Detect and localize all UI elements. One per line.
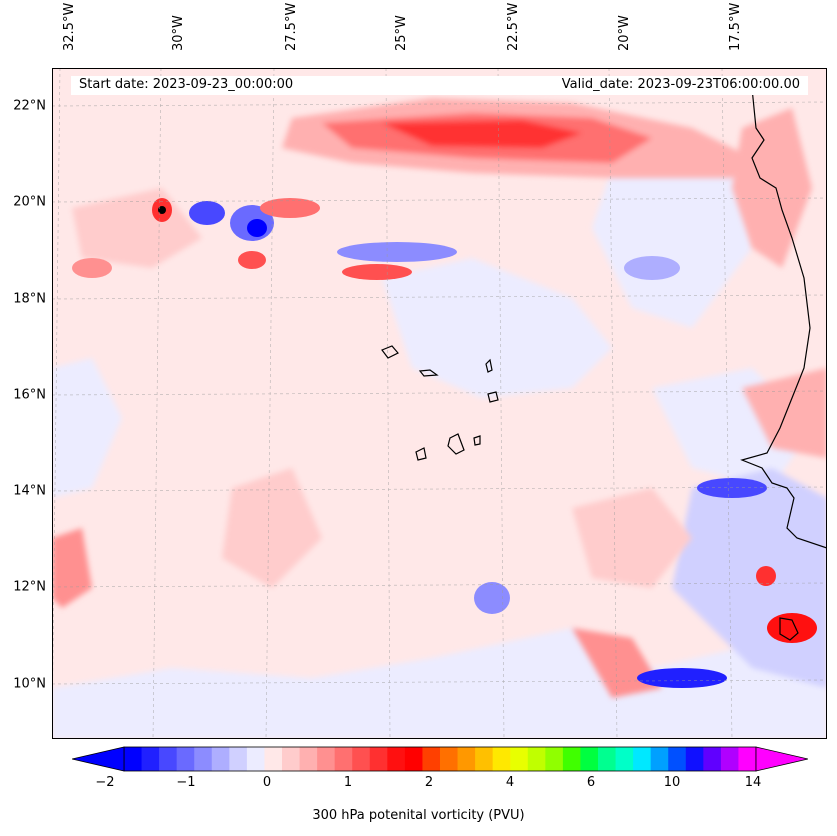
pv-contour-field: [52, 68, 827, 739]
colorbar-segment: [176, 747, 195, 771]
lat-label-20n: 20°N: [13, 194, 46, 210]
colorbar-segment: [299, 747, 318, 771]
start-date-label: Start date: 2023-09-23_00:00:00: [79, 77, 294, 92]
coastlines: [381, 87, 827, 641]
colorbar: [72, 746, 808, 772]
colorbar-segment: [703, 747, 722, 771]
valid-date-label: Valid_date: 2023-09-23T06:00:00.00: [561, 77, 800, 92]
colorbar-segment: [159, 747, 178, 771]
colorbar-segment: [369, 747, 388, 771]
colorbar-tick: −1: [176, 775, 196, 790]
colorbar-segment: [510, 747, 529, 771]
colorbar-segment: [492, 747, 511, 771]
colorbar-segment: [720, 747, 739, 771]
lon-label-25w: 25°W: [394, 15, 409, 51]
lon-label-22-5w: 22.5°W: [506, 2, 521, 51]
colorbar-segment: [194, 747, 213, 771]
colorbar-segment: [580, 747, 599, 771]
colorbar-segment: [440, 747, 459, 771]
lon-label-17-5w: 17.5°W: [728, 2, 743, 51]
colorbar-tick: 0: [262, 775, 272, 790]
colorbar-segment: [352, 747, 371, 771]
strong-pv-anomalies: [72, 198, 817, 688]
lat-label-18n: 18°N: [13, 291, 46, 307]
lat-label-12n: 12°N: [13, 579, 46, 595]
lon-label-30w: 30°W: [171, 15, 186, 51]
colorbar-segment: [475, 747, 494, 771]
colorbar-label: 300 hPa potenital vorticity (PVU): [312, 808, 525, 823]
colorbar-segment: [650, 747, 669, 771]
colorbar-segment: [457, 747, 476, 771]
gridlines: [52, 68, 827, 739]
colorbar-segment: [124, 747, 143, 771]
colorbar-segment: [404, 747, 423, 771]
colorbar-segment: [422, 747, 441, 771]
lon-label-32-5w: 32.5°W: [62, 2, 77, 51]
colorbar-segment: [668, 747, 687, 771]
colorbar-segment: [387, 747, 406, 771]
colorbar-segments: [123, 746, 757, 772]
colorbar-tick: 10: [663, 775, 681, 790]
lat-label-16n: 16°N: [13, 387, 46, 403]
colorbar-segment: [264, 747, 283, 771]
lon-label-20w: 20°W: [617, 15, 632, 51]
colorbar-segment: [562, 747, 581, 771]
colorbar-min-arrow: [72, 746, 125, 772]
colorbar-segment: [334, 747, 353, 771]
colorbar-max-arrow: [755, 746, 808, 772]
colorbar-tick: 4: [505, 775, 515, 790]
pv-map: [52, 68, 827, 739]
lat-label-14n: 14°N: [13, 483, 46, 499]
lat-label-22n: 22°N: [13, 98, 46, 114]
colorbar-segment: [229, 747, 248, 771]
colorbar-tick: 14: [744, 775, 762, 790]
colorbar-segment: [738, 747, 757, 771]
colorbar-tick: 2: [424, 775, 434, 790]
lon-label-27-5w: 27.5°W: [284, 2, 299, 51]
colorbar-tick: −2: [95, 775, 115, 790]
colorbar-tick: 6: [586, 775, 596, 790]
colorbar-segment: [615, 747, 634, 771]
colorbar-segment: [282, 747, 301, 771]
colorbar-segment: [598, 747, 617, 771]
lat-label-10n: 10°N: [13, 676, 46, 692]
colorbar-segment: [545, 747, 564, 771]
date-info-box: Start date: 2023-09-23_00:00:00 Valid_da…: [71, 76, 808, 95]
colorbar-segment: [527, 747, 546, 771]
colorbar-segment: [633, 747, 652, 771]
map-border: [52, 68, 827, 739]
colorbar-segment: [685, 747, 704, 771]
colorbar-segment: [211, 747, 230, 771]
colorbar-segment: [141, 747, 160, 771]
colorbar-tick: 1: [343, 775, 353, 790]
colorbar-segment: [246, 747, 265, 771]
colorbar-segment: [317, 747, 336, 771]
